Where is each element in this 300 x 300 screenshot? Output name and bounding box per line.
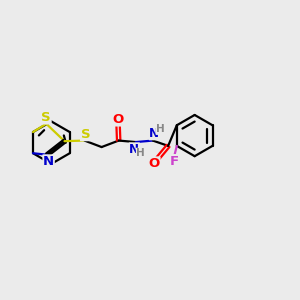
Text: N: N bbox=[43, 155, 54, 168]
Text: N: N bbox=[129, 143, 139, 156]
Text: O: O bbox=[149, 157, 160, 170]
Text: N: N bbox=[149, 127, 159, 140]
Text: H: H bbox=[136, 148, 145, 158]
Text: O: O bbox=[112, 113, 124, 126]
Text: F: F bbox=[169, 155, 178, 168]
Text: S: S bbox=[41, 111, 51, 124]
Text: S: S bbox=[81, 128, 90, 141]
Text: H: H bbox=[156, 124, 165, 134]
